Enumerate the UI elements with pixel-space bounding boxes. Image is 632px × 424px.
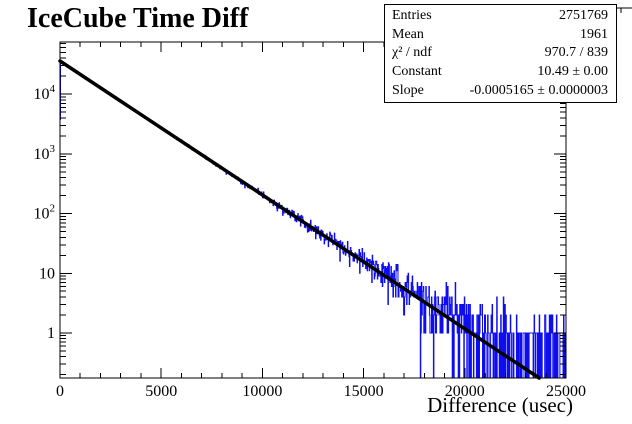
stats-label: Slope (392, 82, 424, 98)
x-tick-label: 15000 (344, 383, 384, 400)
stats-row-mean: Mean 1961 (385, 26, 616, 44)
stats-value: 970.7 / 839 (544, 45, 608, 61)
stats-value: -0.0005165 ± 0.0000003 (469, 82, 608, 98)
y-tick-label: 1 (47, 325, 55, 342)
chart-title: IceCube Time Diff (27, 3, 249, 34)
x-tick-label: 20000 (445, 383, 485, 400)
stats-row-constant: Constant 10.49 ± 0.00 (385, 63, 616, 81)
canvas-corner-mark (616, 7, 632, 13)
x-axis-title: Difference (usec) (427, 393, 573, 417)
stats-label: χ² / ndf (392, 45, 432, 61)
x-tick-label: 25000 (546, 383, 586, 400)
stats-row-slope: Slope -0.0005165 ± 0.0000003 (385, 82, 616, 100)
plot-frame (59, 41, 567, 379)
x-tick-label: 10000 (242, 383, 282, 400)
y-tick-label: 10 (39, 265, 55, 282)
stats-row-chi2: χ² / ndf 970.7 / 839 (385, 44, 616, 62)
y-tick-label: 103 (34, 143, 56, 163)
stats-value: 10.49 ± 0.00 (537, 64, 608, 80)
stats-label: Mean (392, 26, 424, 42)
stats-row-entries: Entries 2751769 (385, 7, 616, 25)
stats-value: 1961 (580, 26, 608, 42)
stats-label: Constant (392, 64, 442, 80)
stats-box: Entries 2751769 Mean 1961 χ² / ndf 970.7… (384, 4, 617, 103)
x-tick-label: 5000 (145, 383, 177, 400)
histogram-series (60, 61, 566, 379)
stats-label: Entries (392, 8, 432, 24)
fit-line (58, 59, 541, 380)
y-tick-label: 104 (34, 83, 56, 103)
y-axis-labels: 1 10 102 103 104 (34, 83, 56, 342)
x-axis-labels: 0 5000 10000 15000 20000 25000 (56, 383, 586, 400)
stats-value: 2751769 (559, 8, 608, 24)
y-tick-label: 102 (34, 203, 56, 223)
x-tick-label: 0 (56, 383, 64, 400)
